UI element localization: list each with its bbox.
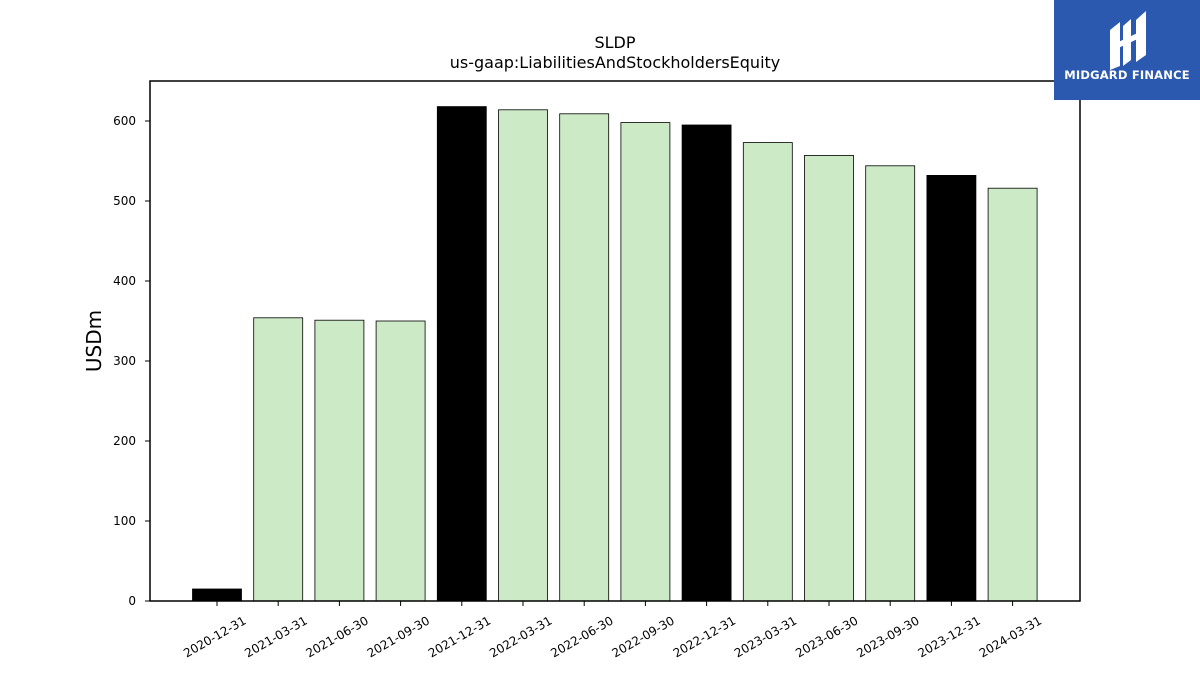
x-tick-label: 2021-09-30 xyxy=(365,613,432,660)
bar-2024-03-31 xyxy=(987,187,1038,602)
midgard-finance-logo: MIDGARD FINANCE xyxy=(1054,0,1200,100)
y-tick-label: 600 xyxy=(113,114,136,128)
y-tick-label: 500 xyxy=(113,194,136,208)
bar-2023-09-30 xyxy=(865,165,916,602)
x-tick-label: 2024-03-31 xyxy=(977,613,1044,660)
y-tick-label: 200 xyxy=(113,434,136,448)
x-tick-label: 2023-12-31 xyxy=(915,613,982,660)
x-axis-ticks: 2020-12-312021-03-312021-06-302021-09-30… xyxy=(181,601,1044,660)
bar-2022-12-31 xyxy=(681,124,732,602)
bar-2020-12-31 xyxy=(192,588,242,602)
chart-title: SLDP xyxy=(594,33,635,52)
x-tick-label: 2021-06-30 xyxy=(303,613,370,660)
x-tick-label: 2022-12-31 xyxy=(671,613,738,660)
bar-2023-03-31 xyxy=(742,142,793,602)
midgard-logo-icon xyxy=(1110,11,1146,70)
x-tick-label: 2022-09-30 xyxy=(609,613,676,660)
x-tick-label: 2022-06-30 xyxy=(548,613,615,660)
bar-2022-09-30 xyxy=(620,122,671,602)
bar-2021-09-30 xyxy=(375,320,426,602)
chart-subtitle: us-gaap:LiabilitiesAndStockholdersEquity xyxy=(450,53,781,72)
x-tick-label: 2023-09-30 xyxy=(854,613,921,660)
x-tick-label: 2023-03-31 xyxy=(732,613,799,660)
bar-2023-12-31 xyxy=(926,174,977,602)
bar-2021-03-31 xyxy=(253,317,304,602)
y-axis-label: USDm xyxy=(82,310,106,372)
plot-frame xyxy=(149,80,1081,602)
bar-2022-03-31 xyxy=(498,109,548,602)
x-tick-label: 2022-03-31 xyxy=(487,613,554,660)
bar-2023-06-30 xyxy=(804,154,854,602)
x-tick-label: 2021-03-31 xyxy=(242,613,309,660)
y-tick-label: 300 xyxy=(113,354,136,368)
bars-group xyxy=(192,106,1038,602)
y-tick-label: 100 xyxy=(113,514,136,528)
bar-2022-06-30 xyxy=(559,113,610,602)
x-tick-label: 2023-06-30 xyxy=(793,613,860,660)
logo-text: MIDGARD FINANCE xyxy=(1064,68,1190,82)
bar-2021-12-31 xyxy=(436,106,487,602)
x-tick-label: 2021-12-31 xyxy=(426,613,493,660)
y-tick-label: 0 xyxy=(128,594,136,608)
x-tick-label: 2020-12-31 xyxy=(181,613,248,660)
y-axis-ticks: 0 100 200 300 400 500 600 xyxy=(113,114,150,608)
y-tick-label: 400 xyxy=(113,274,136,288)
bar-2021-06-30 xyxy=(314,319,365,602)
